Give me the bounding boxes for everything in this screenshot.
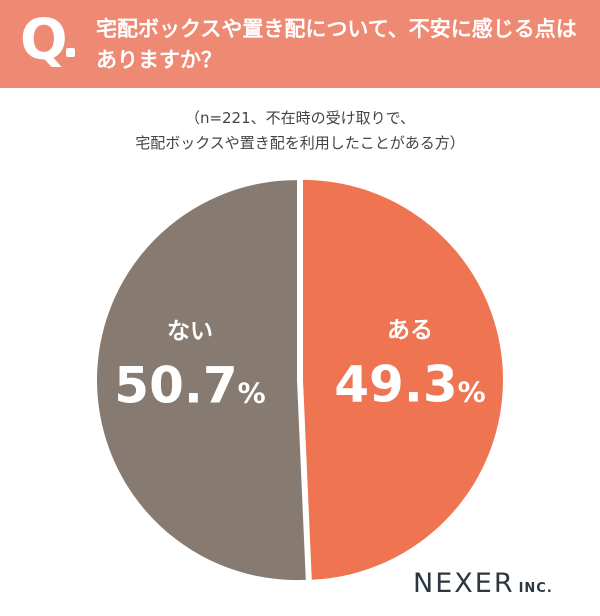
slice-nai [97, 180, 306, 581]
question-text: 宅配ボックスや置き配について、不安に感じる点は ありますか？ [96, 14, 586, 76]
question-line-1: 宅配ボックスや置き配について、不安に感じる点は [96, 17, 577, 41]
question-banner: Q 宅配ボックスや置き配について、不安に感じる点は ありますか？ [0, 0, 600, 88]
slice-nai-label: ない [167, 318, 213, 344]
sample-note-line-2: 宅配ボックスや置き配を利用したことがある方） [135, 134, 465, 152]
slice-aru-label: ある [387, 318, 433, 344]
logo-name: NEXER [413, 568, 515, 599]
slice-aru [302, 179, 503, 580]
q-mark: Q [20, 8, 68, 73]
q-dot-icon [66, 48, 75, 57]
slice-nai-value: 50.7% [114, 356, 265, 414]
slice-aru-value: 49.3% [334, 356, 485, 414]
nexer-logo: NEXER INC. [413, 568, 553, 599]
sample-note-line-1: （n=221、不在時の受け取りで、 [184, 109, 416, 127]
logo-suffix: INC. [518, 581, 553, 596]
question-line-2: ありますか？ [96, 48, 222, 72]
sample-note: （n=221、不在時の受け取りで、 宅配ボックスや置き配を利用したことがある方） [0, 106, 600, 156]
